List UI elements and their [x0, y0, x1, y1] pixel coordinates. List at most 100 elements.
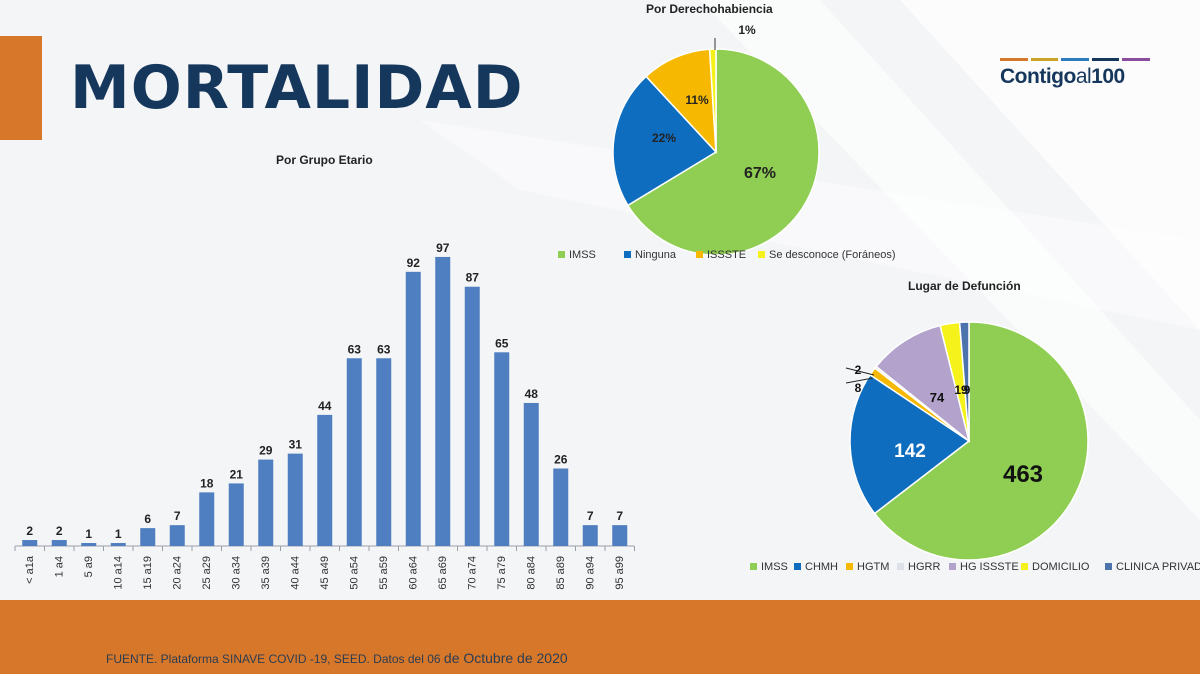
legend-label: IMSS — [569, 249, 596, 261]
bar-value-label: 63 — [377, 342, 391, 356]
bar-value-label: 87 — [466, 271, 480, 285]
slice-ninguna — [612, 75, 718, 207]
legend-swatch — [1105, 563, 1112, 570]
bar-65-a69 — [435, 256, 451, 546]
slice-value-label: 67% — [744, 165, 776, 182]
x-tick-label: 95 a99 — [614, 556, 626, 590]
legend-swatch — [794, 563, 801, 570]
slice-value-label: 9 — [964, 383, 971, 397]
bar-80-a84 — [523, 402, 539, 546]
brand-logo: Contigoal100 — [1000, 58, 1150, 98]
x-tick-label: 40 a44 — [289, 556, 301, 590]
left-accent-bar — [0, 36, 42, 140]
logo-color-bars — [1000, 58, 1150, 61]
footer-band — [0, 600, 1200, 674]
x-tick-label: 45 a49 — [319, 556, 331, 590]
coverage-pie-chart: 67% 22% 11% 1% IMSS Ninguna ISSSTE Se desconoce… — [558, 23, 896, 261]
legend-label: Ninguna — [635, 249, 677, 261]
slice-value-label: 463 — [1003, 461, 1043, 488]
bar-value-label: 63 — [348, 342, 362, 356]
page-title: MORTALIDAD — [70, 53, 524, 123]
x-tick-label: 65 a69 — [437, 556, 449, 590]
bar-value-label: 1 — [85, 527, 92, 541]
legend-swatch — [696, 251, 703, 258]
x-tick-label: < a1a — [24, 555, 36, 584]
x-tick-label: 60 a64 — [407, 556, 419, 590]
slice-value-label: 1% — [738, 23, 756, 37]
legend-label: HG ISSSTE — [960, 561, 1019, 573]
x-tick-label: 5 a9 — [83, 556, 95, 577]
legend-label: CLINICA PRIVADA — [1116, 561, 1200, 573]
bar-95-a99 — [612, 525, 628, 546]
bar-1-a4 — [51, 540, 67, 546]
legend-label: IMSS — [761, 561, 788, 573]
slice-se — [708, 48, 717, 153]
bar-85-a89 — [553, 468, 569, 546]
x-tick-label: 1 a4 — [53, 556, 65, 577]
bar-35-a39 — [258, 459, 274, 546]
legend-swatch — [846, 563, 853, 570]
legend-label: CHMH — [805, 561, 838, 573]
bar-value-label: 92 — [407, 256, 421, 270]
x-tick-label: 35 a39 — [260, 556, 272, 590]
slice-issste — [644, 48, 717, 155]
bar-30-a34 — [228, 483, 244, 546]
bar-value-label: 29 — [259, 444, 273, 458]
bar-value-label: 1 — [115, 527, 122, 541]
age-group-bar-chart: 2 < a1a 2 1 a4 1 5 a9 1 10 a14 6 15 a19 7 20 a24 18 2… — [14, 241, 635, 590]
bar-value-label: 48 — [525, 387, 539, 401]
bar-value-label: 21 — [230, 467, 244, 481]
slice-value-label: 19 — [954, 383, 968, 397]
x-tick-label: 30 a34 — [230, 556, 242, 590]
bar-value-label: 31 — [289, 438, 303, 452]
bar-15-a19 — [140, 528, 156, 546]
bar--a1a — [22, 540, 38, 546]
bar-90-a94 — [582, 525, 598, 546]
x-tick-label: 15 a19 — [142, 556, 154, 590]
slice-imss — [626, 48, 820, 256]
footer-source: FUENTE. Plataforma SINAVE COVID -19, SEE… — [106, 650, 568, 666]
legend-swatch — [558, 251, 565, 258]
legend-swatch — [1021, 563, 1028, 570]
bar-value-label: 6 — [144, 512, 151, 526]
x-tick-label: 25 a29 — [201, 556, 213, 590]
legend-label: ISSSTE — [707, 249, 746, 261]
x-tick-label: 90 a94 — [584, 556, 596, 590]
bar-value-label: 2 — [26, 524, 33, 538]
slice-value-label: 74 — [930, 390, 945, 405]
slice-value-label: 22% — [652, 131, 676, 145]
slice-clinica-privada — [958, 321, 970, 442]
bar-value-label: 2 — [56, 524, 63, 538]
slice-chmh — [849, 373, 971, 515]
leader-line — [845, 367, 875, 376]
slice-value-label: 8 — [855, 381, 862, 395]
slice-value-label: 2 — [855, 363, 862, 377]
slice-value-label: 142 — [894, 441, 926, 462]
x-tick-label: 20 a24 — [171, 556, 183, 590]
bar-value-label: 44 — [318, 399, 332, 413]
slice-hg-issste — [875, 324, 971, 443]
legend-label: HGRR — [908, 561, 940, 573]
bar-value-label: 97 — [436, 241, 450, 255]
legend-label: HGTM — [857, 561, 889, 573]
legend-swatch — [758, 251, 765, 258]
legend-swatch — [897, 563, 904, 570]
bar-value-label: 18 — [200, 476, 214, 490]
x-tick-label: 70 a74 — [466, 556, 478, 590]
x-tick-label: 80 a84 — [525, 556, 537, 590]
bar-75-a79 — [494, 352, 510, 546]
leader-line — [845, 377, 874, 384]
bar-40-a44 — [287, 453, 303, 546]
place-chart-title: Lugar de Defunción — [908, 279, 1021, 293]
x-tick-label: 75 a79 — [496, 556, 508, 590]
bar-value-label: 7 — [174, 509, 181, 523]
bar-45-a49 — [317, 414, 333, 546]
bar-25-a29 — [199, 492, 215, 546]
place-of-death-pie-chart: 463 142 8 2 74 199 IMSS CHMH HGTM HGRR HG ISSSTE DO… — [750, 321, 1200, 573]
x-tick-label: 85 a89 — [555, 556, 567, 590]
slice-imss — [873, 321, 1089, 561]
bar-20-a24 — [169, 525, 185, 546]
legend-label: Se desconoce (Foráneos) — [769, 249, 896, 261]
bar-10-a14 — [110, 543, 126, 546]
bar-value-label: 65 — [495, 336, 509, 350]
